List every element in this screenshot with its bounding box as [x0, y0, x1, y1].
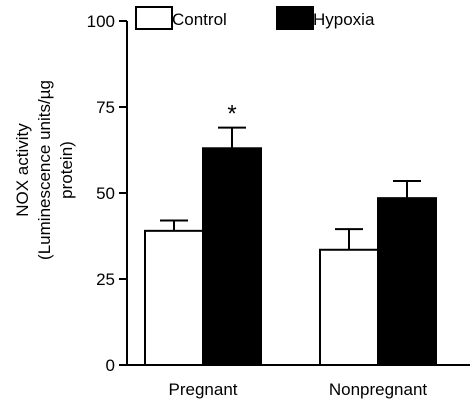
category-labels: Pregnant Nonpregnant — [169, 380, 428, 399]
legend-swatch-hypoxia — [276, 6, 314, 30]
legend-label-hypoxia: Hypoxia — [313, 10, 375, 29]
x-category-label: Nonpregnant — [329, 380, 428, 399]
x-category-label: Pregnant — [169, 380, 238, 399]
bar-control-nonpregnant — [319, 248, 379, 366]
y-tick-label: 75 — [96, 98, 115, 117]
y-axis-label-line: (Luminescence units/µg — [35, 80, 54, 260]
legend-label-control: Control — [172, 10, 227, 29]
y-tick-label: 50 — [96, 184, 115, 203]
y-tick-label: 0 — [106, 356, 115, 375]
y-tick-label: 25 — [96, 270, 115, 289]
y-axis-label-line: protein) — [57, 141, 76, 199]
bar-hypoxia-nonpregnant — [377, 197, 437, 366]
y-axis-label: NOX activity (Luminescence units/µg protei… — [13, 80, 76, 260]
bar-hypoxia-pregnant — [202, 147, 262, 366]
significance-asterisk: * — [227, 101, 236, 128]
bars — [144, 147, 437, 366]
y-tick-label: 100 — [87, 12, 115, 31]
y-axis-label-line: NOX activity — [13, 123, 32, 217]
legend-swatch-control — [135, 6, 173, 30]
bar-control-pregnant — [144, 229, 204, 366]
error-bars — [160, 126, 421, 250]
annotations: * — [227, 101, 236, 128]
legend: Control Hypoxia — [135, 6, 375, 30]
